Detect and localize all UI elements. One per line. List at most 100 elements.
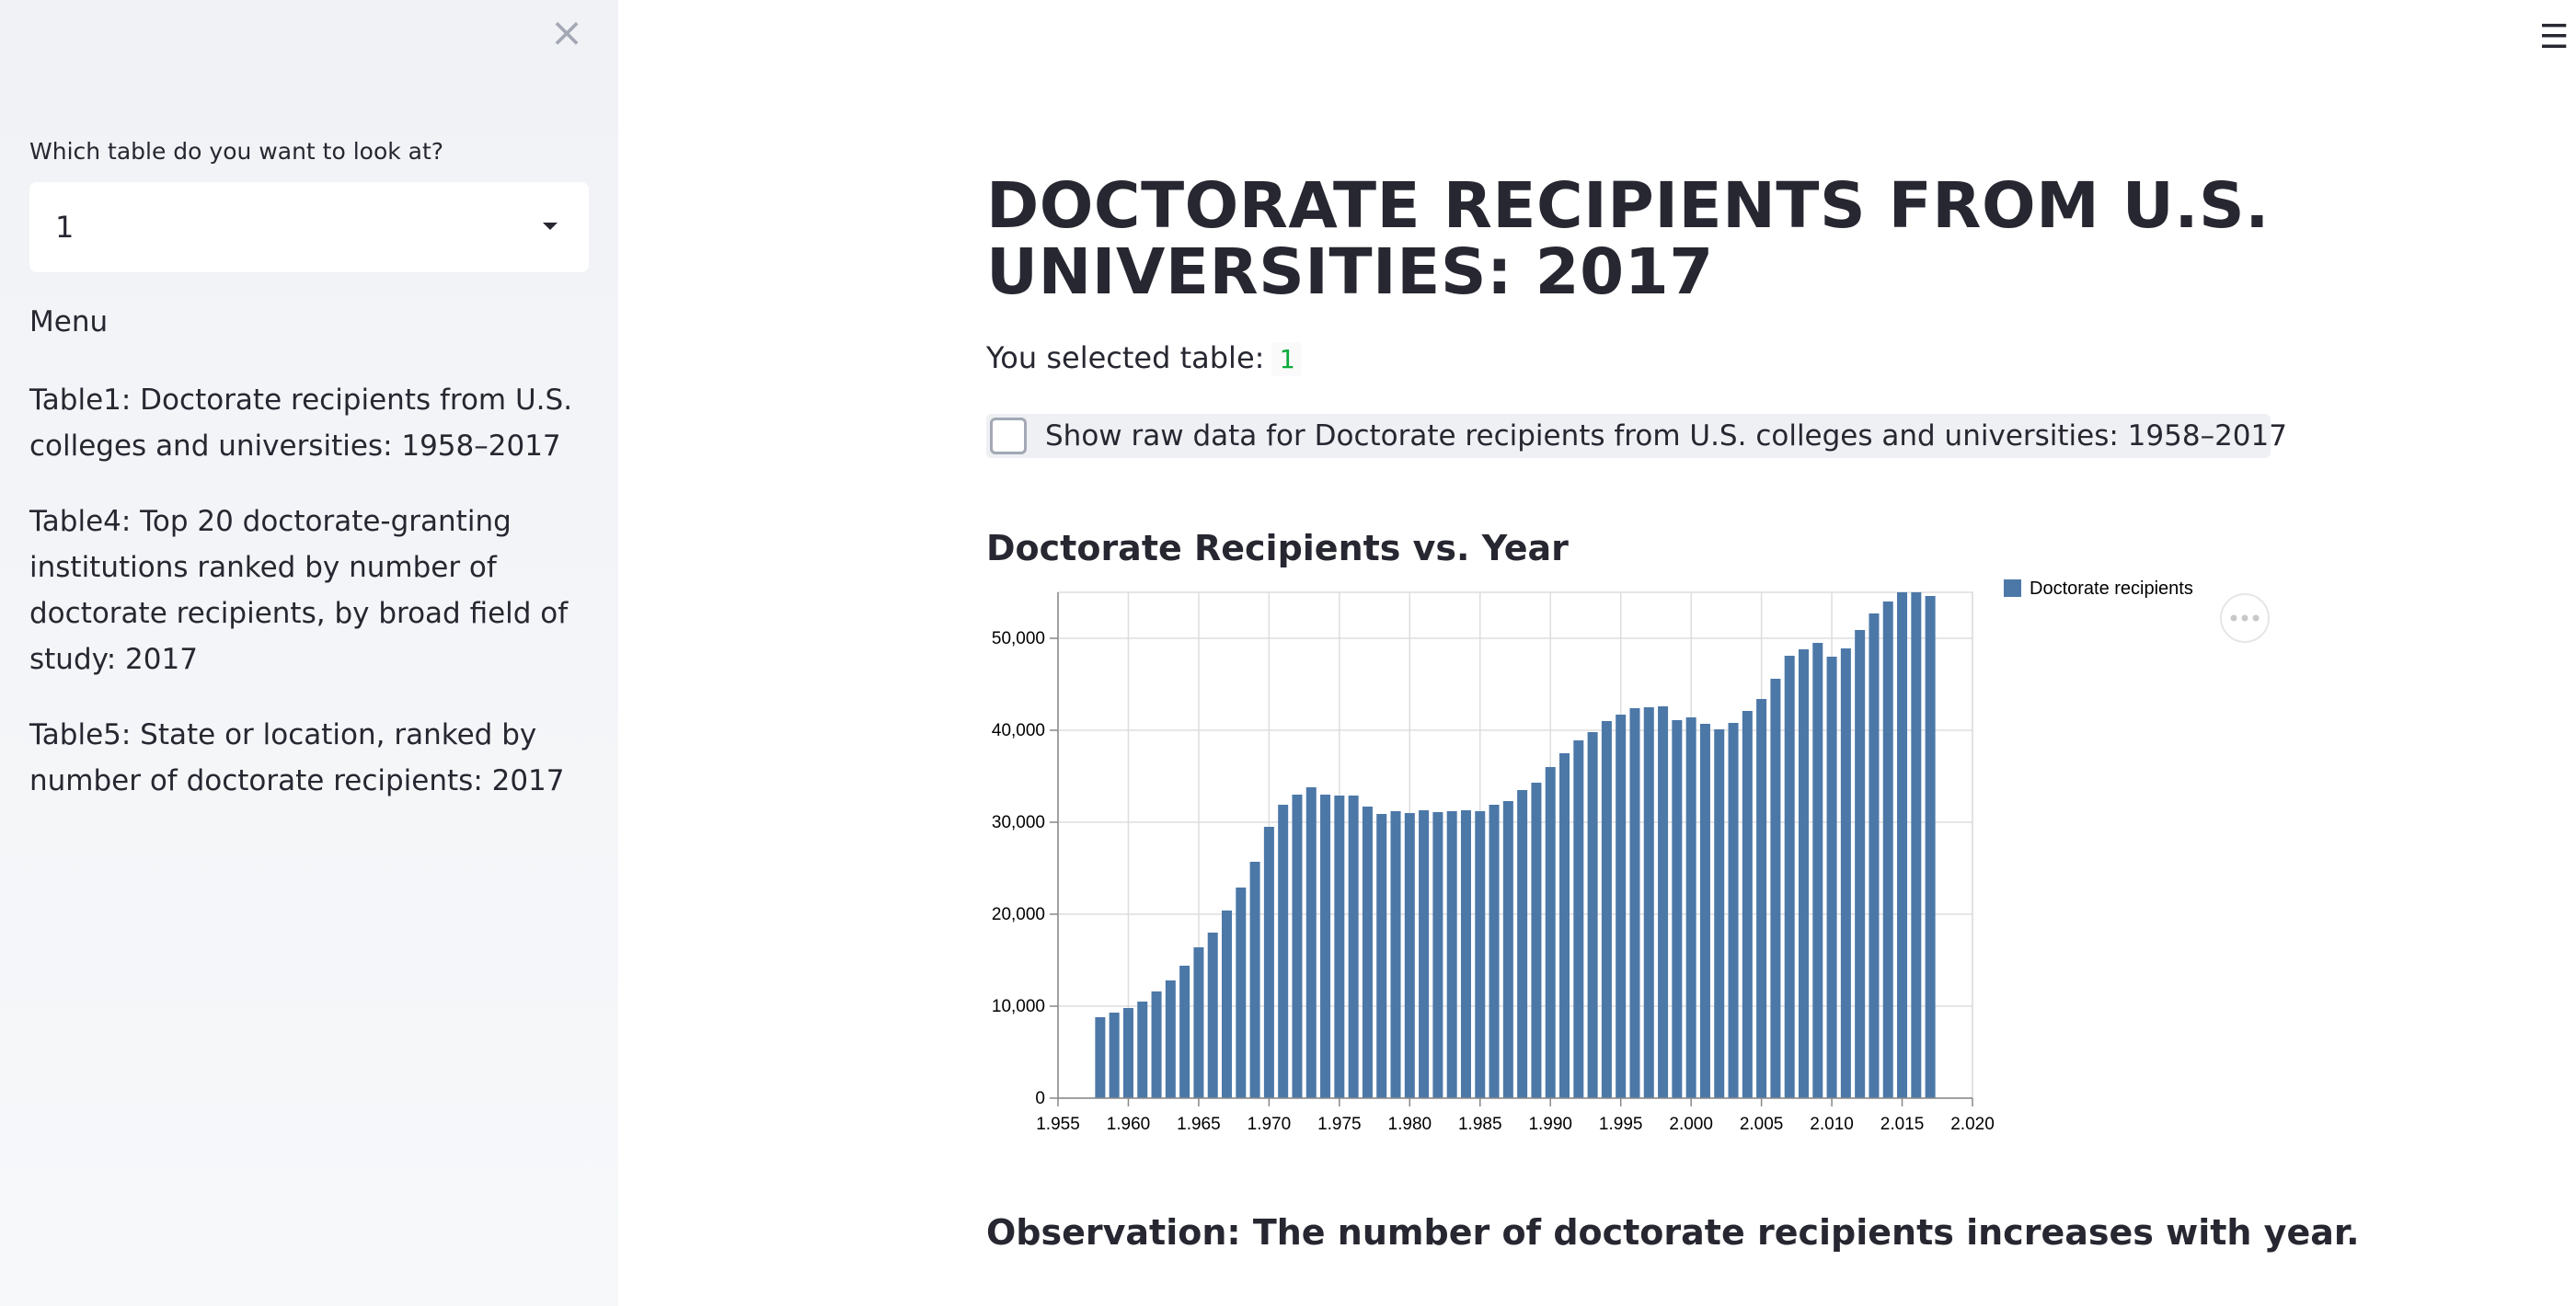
selected-table-prefix: You selected table: [986,340,1265,375]
bar [1587,732,1598,1098]
hamburger-menu-icon[interactable]: ☰ [2539,18,2570,56]
bar [1122,1008,1133,1098]
x-tick-label: 2,010 [1810,1115,1854,1129]
more-horizontal-icon[interactable] [2220,593,2270,643]
bar [1320,795,1331,1098]
selected-table-line: You selected table: 1 [986,340,1303,376]
bar [1502,801,1513,1098]
chart-heading: Doctorate Recipients vs. Year [986,528,1569,568]
bar [1151,991,1162,1098]
bar [1236,888,1247,1098]
bar [1882,601,1893,1098]
observation-text: Observation: The number of doctorate rec… [986,1212,2360,1253]
bar [1517,790,1528,1098]
legend-swatch [2004,579,2021,597]
x-tick-label: 1,955 [1036,1115,1080,1129]
bar [1826,657,1837,1098]
bar [1137,1002,1148,1098]
chevron-down-icon [543,223,558,230]
x-tick-label: 1,985 [1458,1115,1502,1129]
bar [1699,724,1710,1098]
x-tick-label: 1,995 [1599,1115,1643,1129]
bar [1798,649,1809,1098]
bar [1460,810,1471,1098]
x-tick-label: 1,990 [1528,1115,1572,1129]
bar [1432,812,1443,1098]
bar [1742,711,1753,1098]
sidebar: × Which table do you want to look at? 1 … [0,0,618,1306]
x-tick-label: 1,970 [1248,1115,1292,1129]
bar [1770,679,1781,1098]
y-tick-label: 0 [1035,1089,1045,1108]
bar [1419,810,1430,1098]
bar [1573,740,1584,1098]
bar [1207,933,1218,1098]
bar [1095,1017,1106,1098]
bar [1869,613,1880,1098]
bar [1531,783,1542,1098]
bar [1812,643,1823,1098]
bar [1305,787,1317,1098]
bar [1545,767,1556,1098]
table-select-value: 1 [55,210,75,245]
y-tick-label: 10,000 [992,997,1045,1016]
x-tick-label: 1,965 [1177,1115,1221,1129]
bar [1404,813,1415,1098]
bar [1362,807,1373,1098]
bar [1925,596,1936,1098]
menu-item-table1[interactable]: Table1: Doctorate recipients from U.S. c… [29,384,573,463]
bar [1784,656,1795,1098]
bar [1685,717,1696,1098]
bar [1672,720,1683,1098]
bar-chart: 1,955 1,960 1,965 1,970 1,975 1,980 1,985 1,990… [992,579,2270,1129]
y-tick-label: 50,000 [992,629,1045,648]
bar [1728,723,1739,1098]
x-tick-label: 2,015 [1880,1115,1925,1129]
bar [1911,592,1922,1098]
bar [1292,795,1303,1098]
bar [1855,630,1866,1098]
menu-title: Menu [29,305,109,338]
bar [1263,827,1274,1098]
menu-list: Table1: Doctorate recipients from U.S. c… [29,377,581,833]
bar [1193,947,1204,1098]
x-tick-label: 1,980 [1388,1115,1432,1129]
bar [1278,805,1289,1098]
table-select[interactable]: 1 [29,182,589,272]
selected-table-value: 1 [1271,342,1303,376]
bar [1840,648,1851,1098]
x-tick-label: 1,960 [1107,1115,1151,1129]
show-raw-data-checkbox[interactable] [990,418,1027,454]
bar [1348,796,1359,1098]
table-select-label: Which table do you want to look at? [29,138,444,165]
bar [1629,708,1640,1098]
bar [1446,811,1457,1098]
bar [1249,862,1260,1098]
bar [1334,796,1345,1098]
bar [1475,811,1486,1098]
close-icon[interactable]: × [549,9,584,56]
show-raw-data-label: Show raw data for Doctorate recipients f… [1045,419,2287,453]
bar [1109,1013,1120,1098]
y-tick-label: 30,000 [992,813,1045,832]
bar [1179,966,1190,1098]
bar [1601,721,1612,1098]
y-tick-label: 20,000 [992,905,1045,924]
x-tick-label: 1,975 [1317,1115,1362,1129]
x-tick-label: 2,020 [1950,1115,1995,1129]
bar [1376,814,1387,1098]
bar [1165,980,1176,1098]
bar [1222,911,1233,1098]
show-raw-data-checkbox-row[interactable]: Show raw data for Doctorate recipients f… [986,414,2287,458]
menu-item-table5[interactable]: Table5: State or location, ranked by num… [29,718,565,797]
bar [1390,811,1401,1098]
y-tick-label: 40,000 [992,721,1045,740]
bar [1616,715,1627,1098]
page-title: DOCTORATE RECIPIENTS FROM U.S. UNIVERSIT… [986,169,2270,309]
x-tick-label: 2,000 [1669,1115,1713,1129]
legend-label: Doctorate recipients [2030,579,2193,599]
bar [1756,699,1767,1098]
bar [1658,706,1669,1098]
menu-item-table4[interactable]: Table4: Top 20 doctorate-granting instit… [29,505,569,676]
bar [1643,707,1654,1098]
